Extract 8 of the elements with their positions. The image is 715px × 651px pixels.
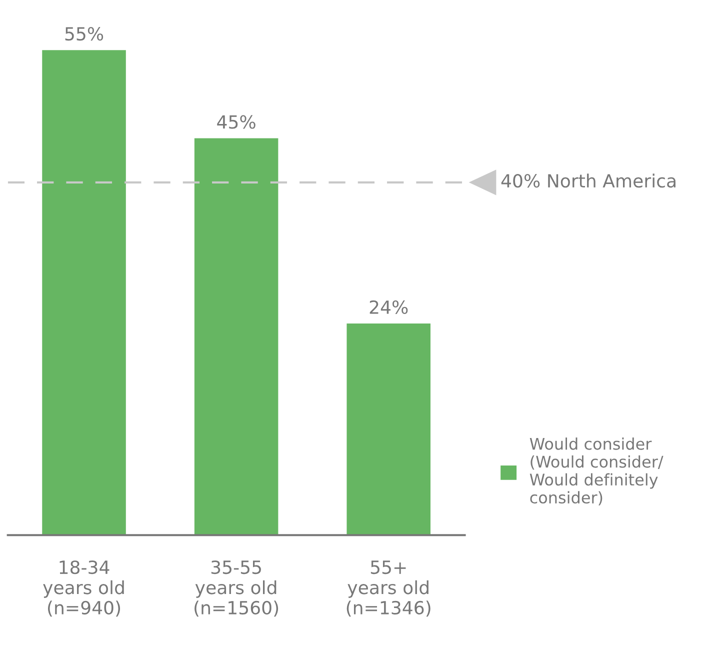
ref-line-label: 40% North America (501, 174, 676, 188)
x-tick-label: 35-55 years old (n=1560) (194, 560, 278, 617)
legend-label: Would consider (Would consider/ Would definitely consider) (530, 438, 664, 506)
data-label: 45% (217, 115, 256, 129)
x-tick-label: 55+ years old (n=1346) (346, 560, 430, 617)
data-label: 55% (65, 26, 104, 41)
data-label: 24% (370, 300, 408, 314)
x-tick-label: 18-34 years old (n=940) (43, 560, 124, 617)
